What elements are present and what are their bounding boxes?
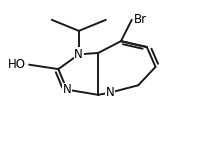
Text: N: N	[106, 86, 114, 99]
Text: HO: HO	[8, 58, 26, 71]
Text: N: N	[63, 83, 71, 96]
Text: N: N	[74, 48, 83, 61]
Text: Br: Br	[134, 13, 147, 26]
